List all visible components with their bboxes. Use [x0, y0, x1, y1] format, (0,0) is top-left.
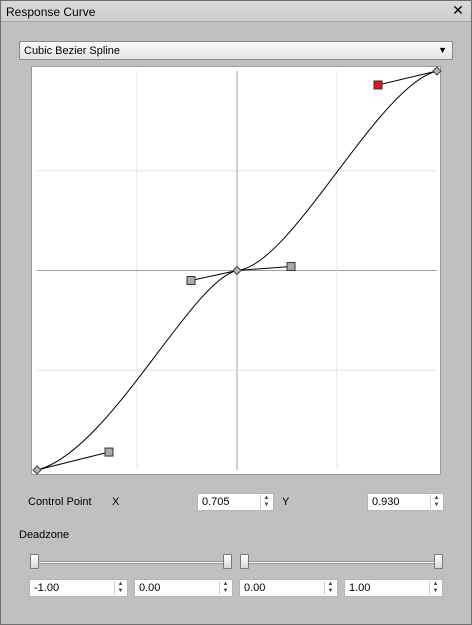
- curve-type-selected: Cubic Bezier Spline: [24, 45, 120, 57]
- response-curve-plot[interactable]: [31, 66, 442, 475]
- control-point-x-value: 0.705: [202, 496, 230, 508]
- deadzone-value-2: 0.00: [139, 582, 161, 594]
- selected-handle[interactable]: [373, 80, 383, 90]
- spin-up-icon[interactable]: ▲: [222, 581, 229, 587]
- deadzone-value-field-1[interactable]: -1.00 ▲ ▼: [29, 579, 128, 597]
- deadzone-left-high-handle[interactable]: [223, 554, 232, 569]
- control-point-y-field[interactable]: 0.930 ▲ ▼: [367, 493, 444, 511]
- handle-line-4: [377, 70, 438, 86]
- chevron-down-icon: ▼: [438, 45, 447, 55]
- deadzone-right-slider-track[interactable]: [244, 561, 441, 564]
- deadzone-spin-buttons-4: ▲ ▼: [429, 581, 441, 595]
- deadzone-right-high-handle[interactable]: [434, 554, 443, 569]
- deadzone-value-4: 1.00: [349, 582, 371, 594]
- deadzone-right-low-handle[interactable]: [240, 554, 249, 569]
- spin-down-icon[interactable]: ▼: [432, 588, 439, 594]
- curve-segment-2: [236, 70, 438, 271]
- y-spin-buttons: ▲ ▼: [430, 495, 442, 509]
- spin-down-icon[interactable]: ▼: [117, 588, 124, 594]
- deadzone-left-low-handle[interactable]: [30, 554, 39, 569]
- spin-up-icon[interactable]: ▲: [117, 581, 124, 587]
- deadzone-value-field-2[interactable]: 0.00 ▲ ▼: [134, 579, 233, 597]
- spin-down-icon[interactable]: ▼: [222, 588, 229, 594]
- bezier-handle-1[interactable]: [104, 447, 114, 457]
- close-icon[interactable]: ✕: [452, 2, 464, 18]
- deadzone-spin-buttons-3: ▲ ▼: [324, 581, 336, 595]
- deadzone-value-field-3[interactable]: 0.00 ▲ ▼: [239, 579, 338, 597]
- spin-up-icon[interactable]: ▲: [327, 581, 334, 587]
- handle-line-1: [36, 451, 110, 471]
- title-bar[interactable]: Response Curve ✕: [1, 1, 471, 22]
- deadzone-value-field-4[interactable]: 1.00 ▲ ▼: [344, 579, 443, 597]
- control-point-x-label: X: [112, 496, 120, 508]
- control-point-y-value: 0.930: [372, 496, 400, 508]
- deadzone-label: Deadzone: [19, 529, 70, 541]
- deadzone-spin-buttons-2: ▲ ▼: [219, 581, 231, 595]
- curve-type-dropdown[interactable]: Cubic Bezier Spline ▼: [19, 41, 453, 60]
- anchor-point-3[interactable]: [432, 66, 442, 76]
- anchor-point-2[interactable]: [232, 265, 242, 276]
- deadzone-left-slider-track[interactable]: [35, 561, 232, 564]
- bezier-handle-2[interactable]: [186, 275, 196, 285]
- deadzone-value-1: -1.00: [34, 582, 60, 594]
- bezier-handle-3[interactable]: [286, 262, 296, 272]
- spin-down-icon[interactable]: ▼: [327, 588, 334, 594]
- handle-line-3: [236, 266, 292, 271]
- curve-segment-1: [36, 270, 238, 471]
- control-point-label: Control Point: [28, 496, 92, 508]
- spin-up-icon[interactable]: ▲: [433, 495, 440, 501]
- deadzone-value-3: 0.00: [244, 582, 266, 594]
- handle-line-2: [190, 270, 238, 281]
- spin-down-icon[interactable]: ▼: [263, 502, 270, 508]
- spin-up-icon[interactable]: ▲: [432, 581, 439, 587]
- spin-down-icon[interactable]: ▼: [433, 502, 440, 508]
- control-point-x-field[interactable]: 0.705 ▲ ▼: [197, 493, 274, 511]
- deadzone-spin-buttons-1: ▲ ▼: [114, 581, 126, 595]
- control-point-y-label: Y: [282, 496, 290, 508]
- window-title: Response Curve: [6, 5, 96, 19]
- x-spin-buttons: ▲ ▼: [260, 495, 272, 509]
- anchor-point-1[interactable]: [32, 465, 42, 475]
- spin-up-icon[interactable]: ▲: [263, 495, 270, 501]
